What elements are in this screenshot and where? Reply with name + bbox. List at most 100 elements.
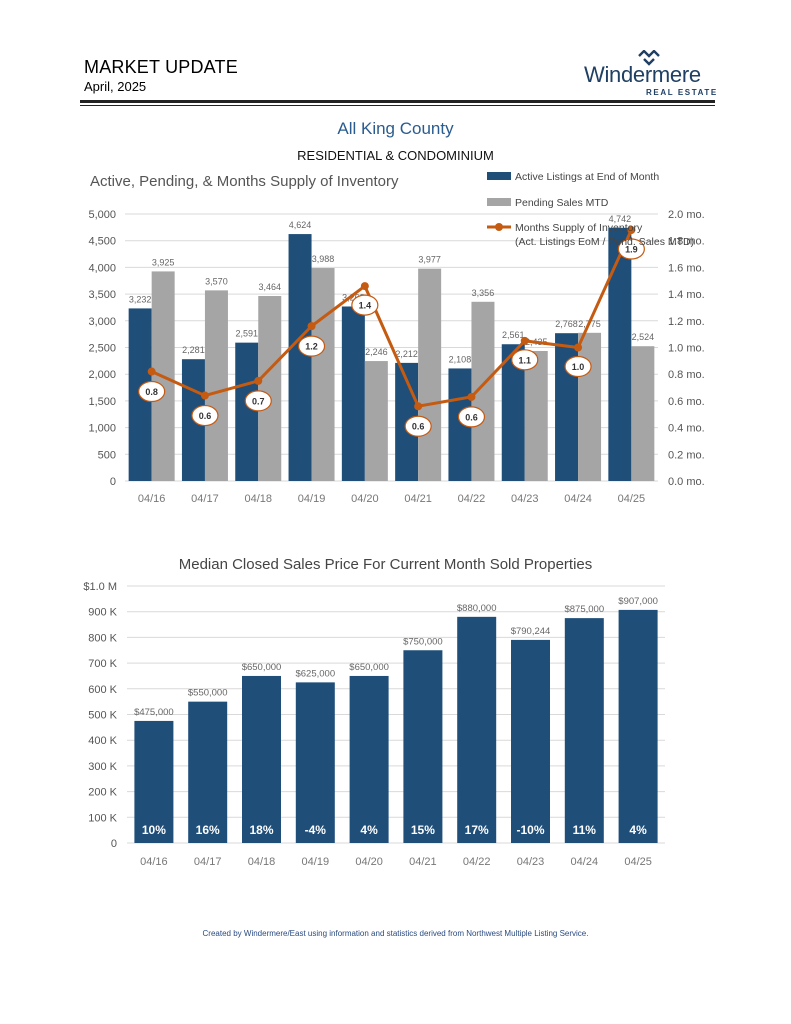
- header-rule-thick: [80, 100, 715, 103]
- yoy-change-label: 17%: [465, 823, 489, 837]
- pending-sales-bar: [524, 350, 548, 481]
- price-chart-title: Median Closed Sales Price For Current Mo…: [178, 556, 593, 573]
- median-price-label: $650,000: [242, 662, 282, 673]
- x-tick-label: 04/19: [298, 493, 326, 505]
- x-tick-label: 04/17: [191, 493, 219, 505]
- months-supply-label: 0.6: [199, 411, 212, 421]
- pending-sales-bar: [631, 346, 655, 481]
- yoy-change-label: 4%: [360, 823, 378, 837]
- x-tick-label: 04/21: [409, 856, 437, 868]
- active-value-label: 2,281: [182, 345, 205, 355]
- months-supply-point: [360, 282, 369, 291]
- y2-tick-label: 0.6 mo.: [668, 396, 705, 408]
- median-price-label: $907,000: [618, 596, 658, 607]
- active-value-label: 3,268: [342, 292, 365, 302]
- legend-swatch-active: [487, 172, 511, 180]
- months-supply-badge: [511, 349, 539, 371]
- report-date: April, 2025: [84, 79, 147, 94]
- y-tick-label: 5,000: [88, 209, 116, 221]
- months-supply-label: 0.6: [465, 412, 478, 422]
- median-price-bar: [618, 609, 658, 843]
- months-supply-point: [307, 322, 316, 331]
- y2-tick-label: 2.0 mo.: [668, 209, 705, 221]
- legend-label-months: Months Supply of Inventory: [515, 222, 643, 234]
- y2-tick-label: 1.2 mo.: [668, 316, 705, 328]
- median-price-bar: [511, 639, 550, 843]
- months-supply-label: 1.4: [359, 301, 372, 311]
- logo-subtitle: REAL ESTATE: [646, 88, 718, 97]
- months-supply-label: 0.6: [412, 422, 425, 432]
- x-tick-label: 04/25: [624, 856, 652, 868]
- pending-value-label: 3,977: [418, 255, 441, 265]
- active-value-label: 2,591: [235, 329, 258, 339]
- active-value-label: 2,768: [555, 319, 578, 329]
- x-tick-label: 04/24: [564, 493, 592, 505]
- median-price-label: $875,000: [564, 604, 604, 615]
- yoy-change-label: -10%: [516, 823, 544, 837]
- y-tick-label: 700 K: [88, 658, 117, 670]
- x-tick-label: 04/20: [355, 856, 383, 868]
- months-supply-label: 0.8: [145, 387, 158, 397]
- yoy-change-label: 4%: [629, 823, 647, 837]
- median-price-label: $475,000: [134, 707, 174, 718]
- pending-sales-bar: [204, 290, 228, 481]
- y-tick-label: 0: [110, 476, 116, 488]
- y2-tick-label: 0.0 mo.: [668, 476, 705, 488]
- median-price-bar: [134, 720, 174, 843]
- active-value-label: 2,212: [395, 349, 418, 359]
- median-price-label: $750,000: [403, 636, 443, 647]
- x-tick-label: 04/22: [463, 856, 491, 868]
- months-supply-badge: [617, 238, 645, 260]
- y-tick-label: 500: [98, 449, 116, 461]
- x-tick-label: 04/25: [618, 493, 646, 505]
- y-tick-label: 4,000: [88, 262, 116, 274]
- x-tick-label: 04/19: [302, 856, 330, 868]
- legend-label-pending: Pending Sales MTD: [515, 197, 609, 209]
- months-supply-badge: [457, 406, 486, 428]
- median-price-bar: [403, 650, 443, 843]
- y-tick-label: 3,000: [88, 316, 116, 328]
- median-price-bar: [349, 675, 389, 843]
- median-price-label: $650,000: [349, 662, 389, 673]
- y-tick-label: 2,000: [88, 369, 116, 381]
- x-tick-label: 04/22: [458, 493, 486, 505]
- y-tick-label: 500 K: [88, 710, 117, 722]
- active-listings-bar: [341, 306, 365, 481]
- y-tick-label: $1.0 M: [83, 581, 117, 593]
- median-price-bar: [457, 616, 497, 843]
- y2-tick-label: 0.8 mo.: [668, 369, 705, 381]
- active-value-label: 2,561: [502, 330, 525, 340]
- y-tick-label: 300 K: [88, 761, 117, 773]
- median-price-bar: [295, 682, 335, 843]
- months-supply-line: [151, 229, 633, 408]
- active-value-label: 4,742: [609, 214, 632, 224]
- median-price-bar: [564, 618, 604, 843]
- y-tick-label: 0: [111, 838, 117, 850]
- pending-value-label: 3,464: [258, 282, 281, 292]
- x-tick-label: 04/21: [404, 493, 432, 505]
- region-title: All King County: [337, 119, 454, 138]
- y2-tick-label: 1.6 mo.: [668, 262, 705, 274]
- median-price-label: $790,244: [511, 626, 551, 637]
- x-tick-label: 04/16: [140, 856, 168, 868]
- months-supply-point: [147, 367, 156, 376]
- y2-tick-label: 0.2 mo.: [668, 449, 705, 461]
- pending-value-label: 2,246: [365, 347, 388, 357]
- y2-tick-label: 0.4 mo.: [668, 423, 705, 435]
- pending-sales-bar: [258, 296, 282, 481]
- y2-tick-label: 1.0 mo.: [668, 343, 705, 355]
- months-supply-point: [627, 226, 636, 235]
- active-listings-bar: [235, 342, 259, 481]
- months-supply-point: [254, 376, 263, 385]
- pending-value-label: 2,524: [632, 332, 655, 342]
- months-supply-badge: [297, 335, 326, 357]
- y-tick-label: 600 K: [88, 684, 117, 696]
- months-supply-badge: [564, 355, 592, 378]
- x-tick-label: 04/24: [571, 856, 599, 868]
- x-tick-label: 04/16: [138, 493, 166, 505]
- months-supply-point: [200, 391, 209, 400]
- months-supply-label: 1.0: [572, 362, 585, 372]
- pending-value-label: 3,356: [472, 288, 495, 298]
- x-tick-label: 04/18: [248, 856, 276, 868]
